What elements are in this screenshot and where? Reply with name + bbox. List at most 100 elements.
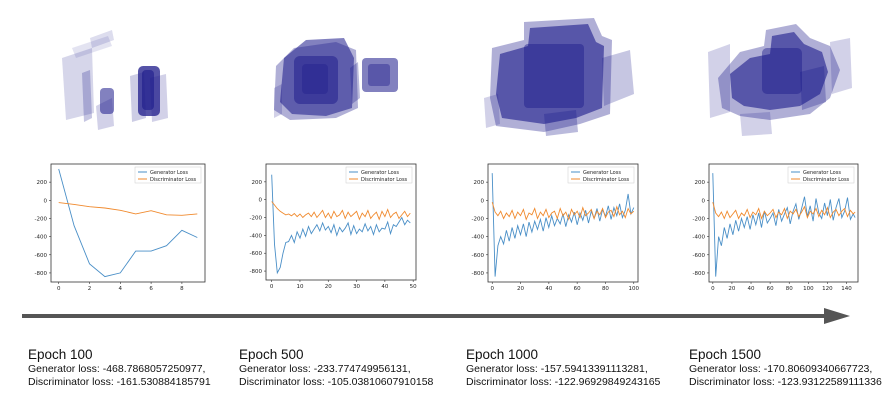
x-tick-label: 0	[57, 286, 61, 292]
discriminator-loss-line	[712, 201, 856, 220]
discriminator-loss-text: Discriminator loss: -105.03810607910158	[239, 376, 434, 388]
generator-loss-text: Generator loss: -170.80609340667723,	[689, 363, 873, 375]
legend-label: Generator Loss	[803, 170, 841, 176]
legend-box	[345, 166, 413, 184]
x-tick-label: 120	[822, 286, 833, 292]
discriminator-loss-line	[271, 201, 411, 221]
loss-chart-svg: 200 0 -200 -400 -600 -800 0 20 40 60 80 100 Generato…	[472, 163, 640, 292]
y-tick-label: -800	[472, 271, 485, 277]
y-tick-label: 200	[252, 180, 263, 186]
voxel-shape	[274, 38, 398, 120]
discriminator-loss-line	[491, 201, 635, 221]
x-tick-label: 4	[119, 286, 123, 292]
x-tick-label: 0	[490, 286, 494, 292]
x-tick-label: 100	[629, 286, 640, 292]
legend-label: Generator Loss	[583, 170, 621, 176]
y-tick-label: -400	[472, 235, 485, 241]
voxel-shape	[62, 30, 168, 130]
y-tick-label: 200	[695, 180, 706, 186]
y-tick-label: 0	[481, 198, 485, 204]
y-tick-label: -800	[693, 271, 706, 277]
voxel-render-epoch-500	[266, 18, 436, 138]
x-tick-label: 40	[748, 286, 755, 292]
epoch-label: Epoch 100	[28, 347, 93, 362]
loss-chart-epoch-1500: 200 0 -200 -400 -600 -800 0 20 40 60 80 100 120 140 Ge…	[681, 158, 866, 296]
y-tick-label: -400	[250, 233, 263, 239]
y-tick-label: -600	[693, 253, 706, 259]
voxel-shape	[484, 18, 634, 136]
generator-loss-line	[491, 173, 635, 277]
legend-label: Discriminator Loss	[803, 177, 850, 183]
legend-label: Discriminator Loss	[150, 177, 197, 183]
y-tick-label: 200	[474, 180, 485, 186]
y-tick-label: -200	[472, 216, 485, 222]
discriminator-loss-text: Discriminator loss: -161.530884185791	[28, 376, 211, 388]
generator-loss-text: Generator loss: -233.774749956131,	[239, 363, 411, 375]
x-tick-label: 50	[410, 284, 417, 290]
y-tick-label: 0	[44, 198, 48, 204]
legend-box	[134, 166, 202, 184]
voxel-shape	[708, 24, 852, 136]
caption-epoch-1500: Epoch 1500 Generator loss: -170.80609340…	[689, 346, 885, 389]
plot-frame	[487, 163, 639, 283]
x-tick-label: 80	[786, 286, 793, 292]
generator-loss-text: Generator loss: -157.59413391113281,	[466, 363, 648, 375]
epoch-label: Epoch 1000	[466, 347, 539, 362]
discriminator-loss-text: Discriminator loss: -123.93122589111336	[689, 376, 882, 388]
voxel-render-epoch-1000	[484, 18, 654, 138]
generator-loss-line	[58, 168, 198, 278]
x-tick-label: 140	[841, 286, 852, 292]
epoch-label: Epoch 500	[239, 347, 304, 362]
y-tick-label: -800	[35, 271, 48, 277]
y-tick-label: 200	[37, 180, 48, 186]
legend-label: Discriminator Loss	[583, 177, 630, 183]
epoch-label: Epoch 1500	[689, 347, 762, 362]
caption-epoch-500: Epoch 500 Generator loss: -233.774749956…	[239, 346, 454, 389]
x-tick-label: 40	[545, 286, 552, 292]
x-tick-label: 80	[602, 286, 609, 292]
legend-label: Discriminator Loss	[361, 177, 408, 183]
x-tick-label: 20	[728, 286, 735, 292]
x-tick-label: 60	[574, 286, 581, 292]
y-tick-label: -800	[250, 269, 263, 275]
timeline-arrow	[22, 306, 852, 326]
x-tick-label: 6	[149, 286, 153, 292]
discriminator-loss-line	[58, 202, 198, 216]
caption-epoch-1000: Epoch 1000 Generator loss: -157.59413391…	[466, 346, 681, 389]
plot-frame	[50, 163, 206, 283]
y-tick-label: -600	[250, 251, 263, 257]
discriminator-loss-text: Discriminator loss: -122.96929849243165	[466, 376, 661, 388]
legend-label: Generator Loss	[150, 170, 188, 176]
plot-frame	[708, 163, 859, 283]
loss-chart-epoch-1000: 200 0 -200 -400 -600 -800 0 20 40 60 80 100 Generato…	[460, 158, 646, 296]
legend-label: Generator Loss	[361, 170, 399, 176]
legend-box	[787, 166, 855, 184]
loss-chart-svg: 200 0 -200 -400 -600 -800 0 10 20 30 40 50 Generator…	[250, 163, 417, 290]
x-tick-label: 60	[767, 286, 774, 292]
x-tick-label: 0	[270, 284, 274, 290]
y-tick-label: -200	[693, 216, 706, 222]
loss-chart-epoch-500: 200 0 -200 -400 -600 -800 0 10 20 30 40 50 Generator…	[238, 158, 424, 294]
y-tick-label: -600	[472, 253, 485, 259]
y-tick-label: 0	[702, 198, 706, 204]
x-tick-label: 20	[325, 284, 332, 290]
loss-chart-epoch-100: 200 0 -200 -400 -600 -800 0 2 4 6 8 Generator Loss D…	[23, 158, 213, 296]
generator-loss-text: Generator loss: -468.7868057250977,	[28, 363, 206, 375]
loss-chart-svg: 200 0 -200 -400 -600 -800 0 2 4 6 8 Generator LossD…	[35, 163, 206, 292]
plot-frame	[265, 163, 417, 281]
x-tick-label: 0	[711, 286, 715, 292]
x-tick-label: 10	[296, 284, 303, 290]
y-tick-label: -400	[35, 235, 48, 241]
y-tick-label: -200	[250, 216, 263, 222]
x-tick-label: 20	[517, 286, 524, 292]
caption-epoch-100: Epoch 100 Generator loss: -468.786805725…	[28, 346, 243, 389]
voxel-render-epoch-100	[52, 18, 222, 138]
x-tick-label: 100	[803, 286, 814, 292]
loss-chart-svg: 200 0 -200 -400 -600 -800 0 20 40 60 80 100 120 140 Ge…	[693, 163, 859, 292]
x-tick-label: 30	[353, 284, 360, 290]
y-tick-label: 0	[259, 198, 263, 204]
x-tick-label: 8	[180, 286, 184, 292]
y-tick-label: -600	[35, 253, 48, 259]
arrow-right-icon	[22, 308, 850, 324]
generator-loss-line	[271, 174, 411, 275]
